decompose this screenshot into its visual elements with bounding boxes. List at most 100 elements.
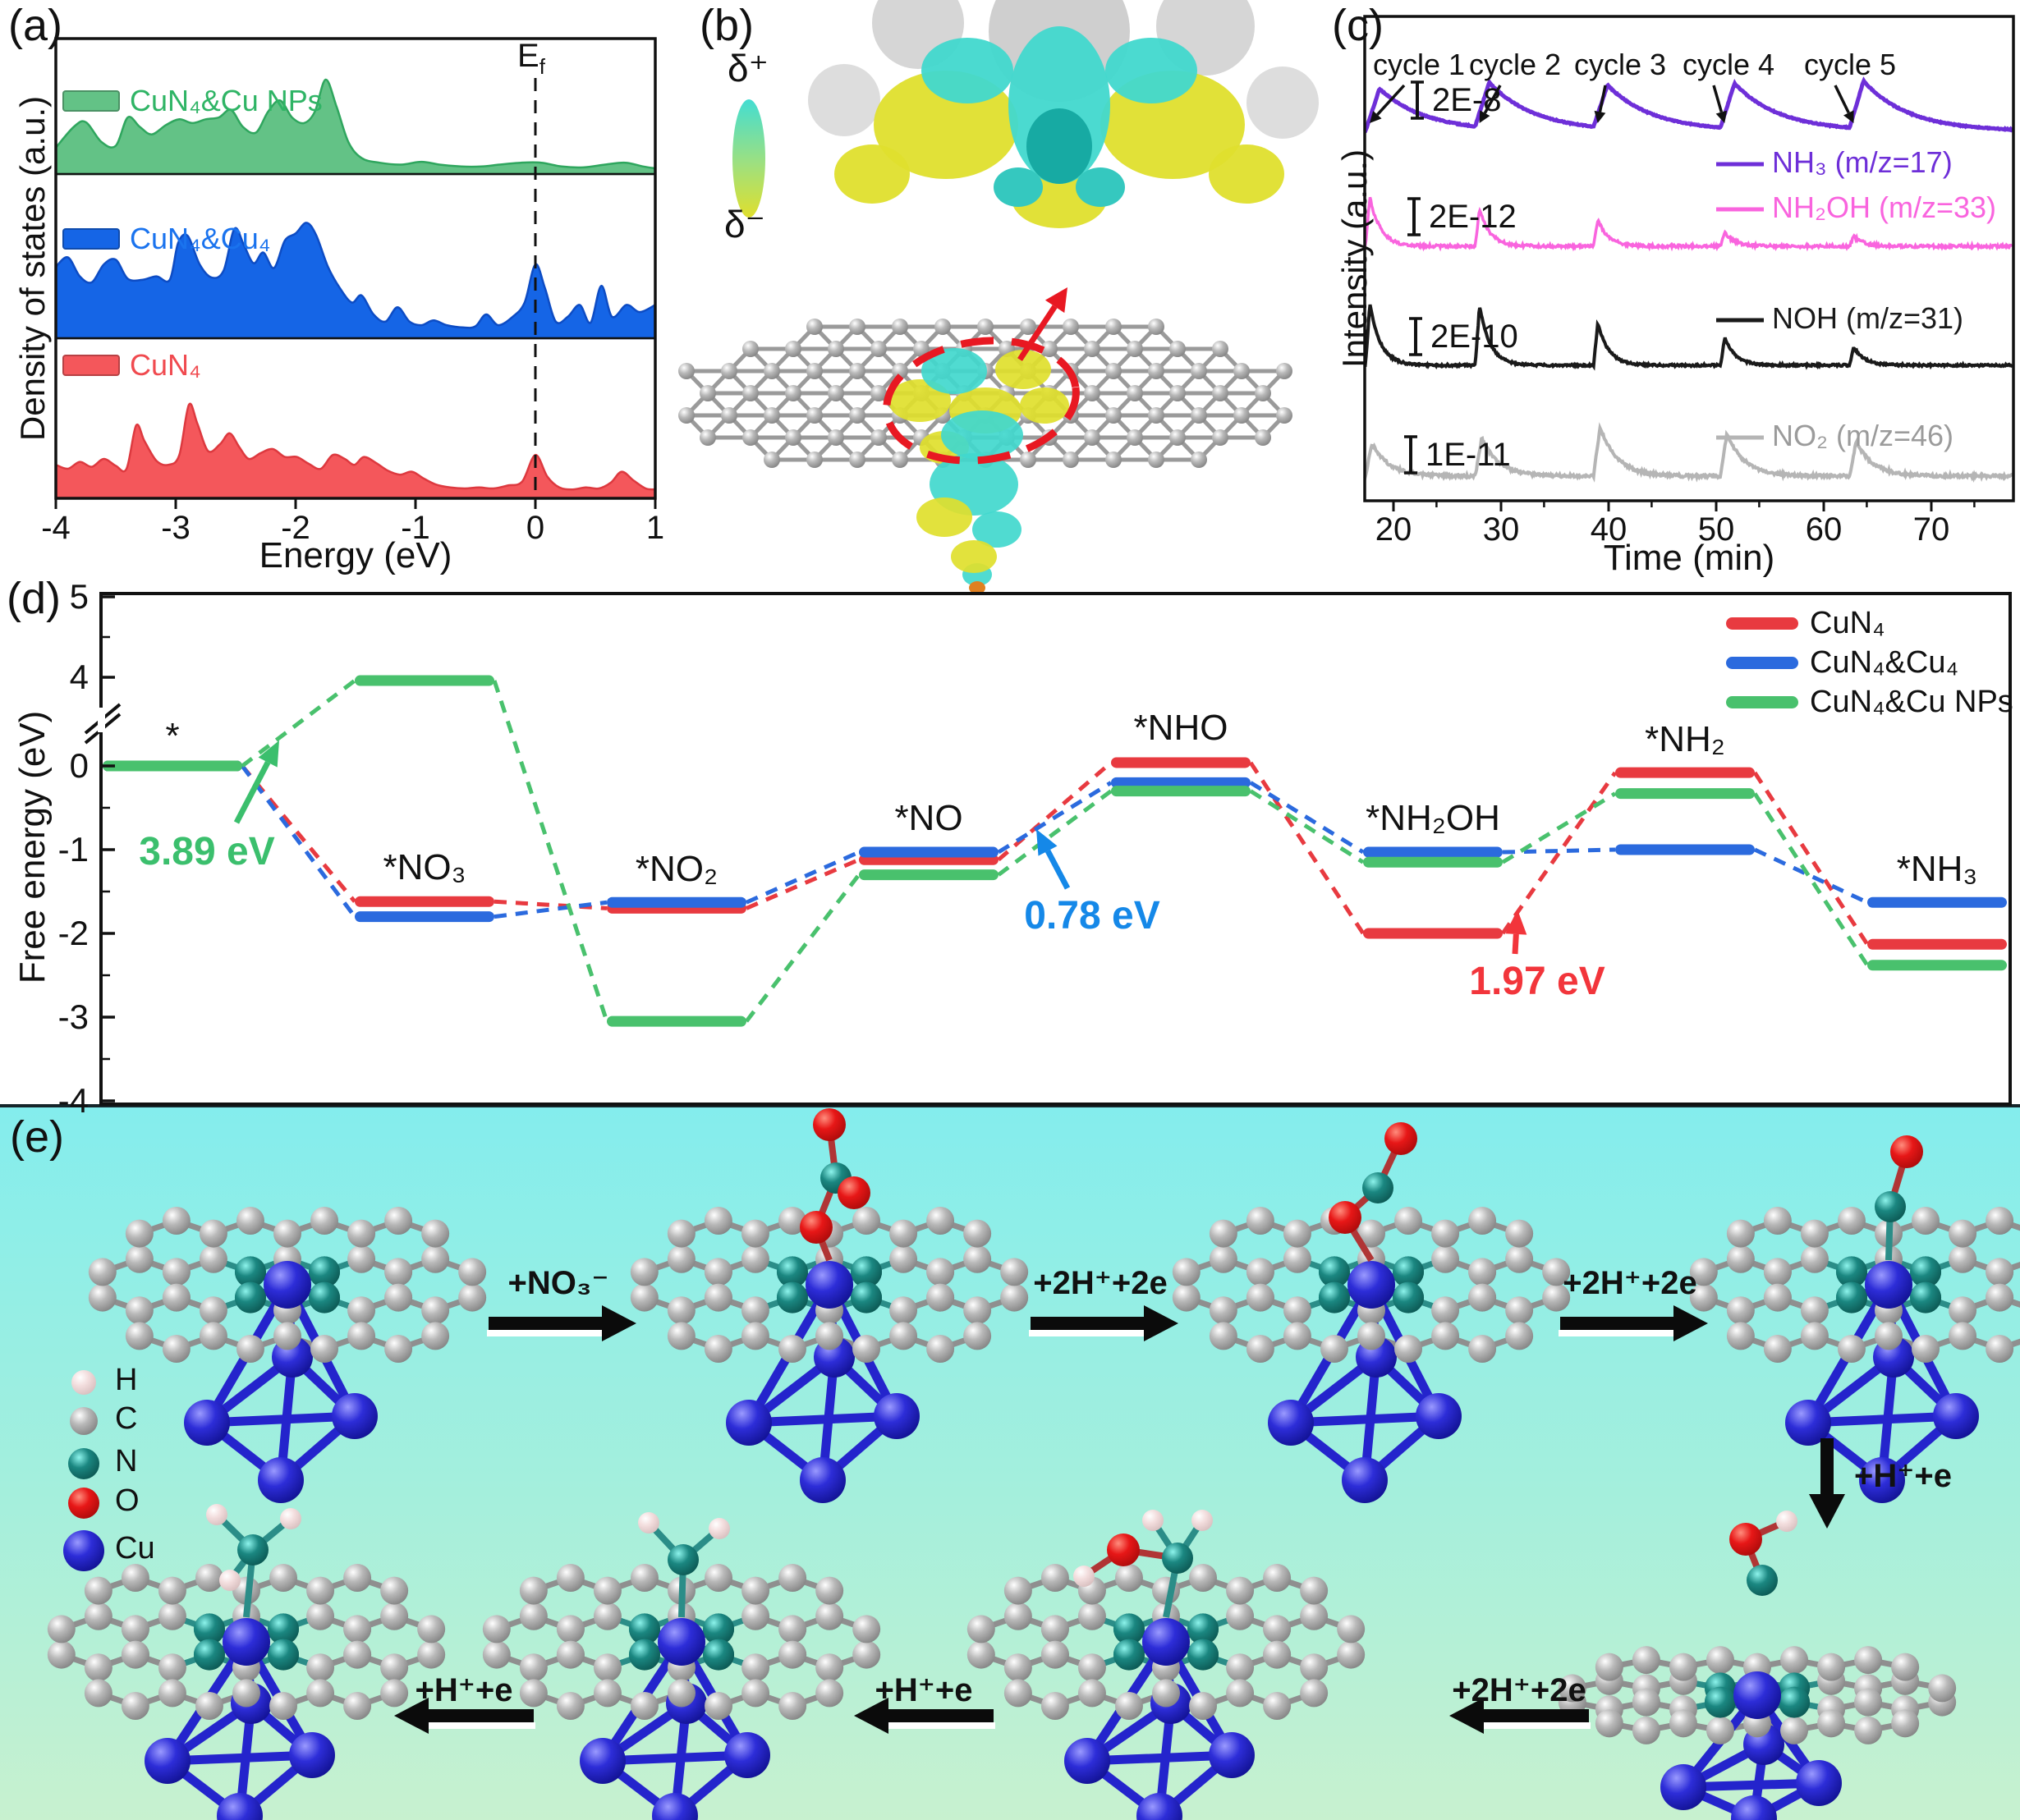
c-atom	[1226, 1653, 1255, 1682]
panel-a-tag: (a)	[8, 1, 62, 50]
h-atom	[1191, 1510, 1213, 1531]
h-atom	[1776, 1511, 1797, 1532]
a-legend-label: CuN₄	[130, 348, 201, 382]
n-atom	[628, 1639, 660, 1671]
c-atom	[630, 1692, 659, 1720]
c-atom	[421, 1322, 450, 1350]
n-atom	[1910, 1256, 1942, 1288]
c-atom	[1114, 1692, 1143, 1720]
c-atom	[1283, 1322, 1311, 1350]
a-legend-label: CuN₄&Cu₄	[130, 222, 271, 255]
fe-bar-CuN₄-*NHO	[1111, 757, 1251, 768]
n-atom	[268, 1613, 300, 1645]
c-atom	[347, 1245, 376, 1273]
a-xtick--4: -4	[41, 510, 71, 546]
c-atom	[1003, 1653, 1032, 1682]
o-atom	[1890, 1135, 1923, 1168]
h-atom	[709, 1518, 730, 1539]
c-atom	[347, 1296, 376, 1325]
c-atom	[1468, 1258, 1497, 1286]
atom-legend-label-H: H	[115, 1363, 138, 1397]
structure-NO3-adsorbed	[630, 1108, 1029, 1503]
c-atom	[162, 1258, 191, 1286]
c-atom	[778, 1640, 807, 1669]
fe-bar-CuN₄&Cu₄-*NO₃	[355, 911, 494, 923]
d-legend-CuN₄&Cu NPs: CuN₄&Cu NPs	[1726, 685, 2013, 720]
c-atom	[556, 1692, 585, 1720]
delta-colorbar	[732, 99, 765, 218]
fe-bar-CuN₄-*NH₃	[1867, 938, 2007, 950]
n-atom	[1318, 1281, 1350, 1313]
c-atom	[630, 1283, 659, 1312]
c-atom	[1114, 1564, 1143, 1592]
c-atom	[384, 1258, 413, 1286]
c-atom	[47, 1640, 76, 1669]
c-atom	[1172, 1283, 1201, 1312]
c-atom	[84, 1602, 112, 1630]
c-atom	[1854, 1646, 1883, 1675]
c-atom	[1706, 1716, 1734, 1744]
fe-bar-CuN₄&Cu₄-*NH₂OH	[1363, 846, 1503, 858]
arrow-no3	[487, 1305, 636, 1341]
c-atom	[199, 1296, 227, 1325]
c-atom	[1226, 1602, 1255, 1630]
c-atom	[963, 1219, 992, 1248]
c-atom	[310, 1207, 339, 1235]
c-atom	[1632, 1688, 1660, 1717]
c-atom	[162, 1207, 191, 1235]
c-atom	[668, 1679, 696, 1708]
ms-trace-NH₂OH (m/z=33)	[1363, 196, 2013, 252]
c-atom	[1726, 1322, 1755, 1350]
c-xtick-40: 40	[1591, 511, 1627, 548]
c-atom	[273, 1322, 301, 1350]
o-atom	[800, 1211, 833, 1244]
c-atom	[1986, 1335, 2014, 1363]
c-atom	[593, 1602, 622, 1630]
c-atom	[1800, 1322, 1829, 1350]
c-atom	[1595, 1653, 1623, 1681]
d-legend-swatch	[1726, 617, 1798, 630]
c-atom	[1468, 1335, 1497, 1363]
c-atom	[519, 1679, 548, 1708]
c-atom	[889, 1245, 918, 1273]
c-atom	[741, 1653, 770, 1682]
cu-atom	[806, 1261, 853, 1309]
c-atom	[741, 1322, 769, 1350]
c-atom	[963, 1296, 992, 1325]
c-atom	[1949, 1296, 1977, 1325]
cycle-label-4: cycle 4	[1682, 48, 1775, 81]
c-atom	[593, 1653, 622, 1682]
h-atom	[638, 1512, 659, 1533]
c-atom	[630, 1564, 659, 1592]
c-atom	[926, 1207, 955, 1235]
panel-b-art	[678, 0, 1319, 594]
c-atom	[384, 1207, 413, 1235]
a-legend-CuN₄: CuN₄	[62, 348, 201, 383]
c-xtick-30: 30	[1483, 511, 1520, 548]
c-atom	[926, 1258, 955, 1286]
n-atom	[851, 1256, 883, 1288]
c-atom	[1431, 1219, 1460, 1248]
c-atom	[1817, 1653, 1846, 1681]
n-atom	[193, 1639, 225, 1671]
n-atom	[1318, 1256, 1350, 1288]
c-xtick-60: 60	[1806, 511, 1843, 548]
fermi-level-label: Ef	[517, 38, 545, 79]
fe-bar-CuN₄&Cu NPs-*NH₃	[1867, 960, 2007, 971]
c-atom	[667, 1219, 696, 1248]
c-atom	[593, 1576, 622, 1605]
o-atom	[1729, 1523, 1762, 1556]
c-atom	[556, 1564, 585, 1592]
fe-state-*NH₃: *NH₃	[1896, 849, 1978, 889]
n-atom	[703, 1639, 735, 1671]
c-atom	[741, 1576, 770, 1605]
c-atom	[704, 1335, 732, 1363]
h-atom	[206, 1504, 227, 1525]
c-atom	[1077, 1653, 1106, 1682]
c-atom	[1152, 1679, 1180, 1708]
c-atom	[121, 1564, 149, 1592]
c-atom	[1431, 1296, 1460, 1325]
cycle-label-5: cycle 5	[1803, 48, 1897, 81]
